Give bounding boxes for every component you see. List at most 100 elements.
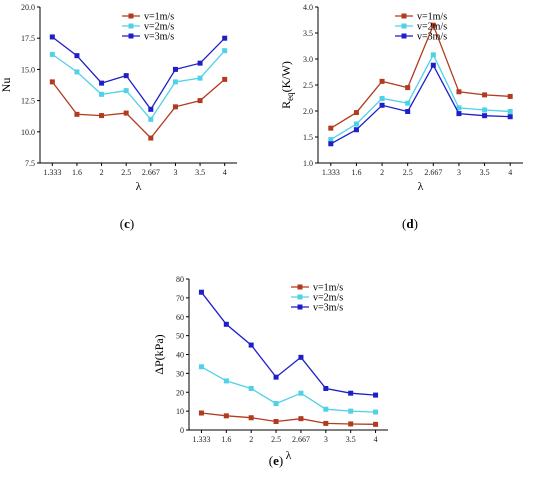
legend-entry: v=1m/s <box>417 12 447 23</box>
data-point <box>353 110 359 116</box>
x-tick-label: 4 <box>374 435 378 444</box>
data-point <box>172 104 178 110</box>
data-point <box>273 374 279 380</box>
y-tick-label: 15.0 <box>21 65 35 74</box>
data-point <box>74 69 80 75</box>
x-tick-label: 2.667 <box>142 168 160 177</box>
y-tick-label: 3.0 <box>303 55 313 64</box>
panel-label-close: ) <box>130 216 134 231</box>
data-point <box>379 96 385 102</box>
data-point <box>248 385 254 391</box>
x-tick-label: 1.6 <box>351 168 361 177</box>
y-tick-label: 12.5 <box>21 97 35 106</box>
legend-marker <box>128 33 134 39</box>
y-tick-label: 10 <box>176 407 184 416</box>
data-point <box>172 66 178 72</box>
x-tick-label: 3 <box>324 435 328 444</box>
data-point <box>323 385 329 391</box>
series-line <box>51 78 226 139</box>
chart-c: 7.5 10.0 12.5 15.0 17.5 20.0 1.333 1.6 2 2.5 2.667… <box>0 3 237 231</box>
data-point <box>74 53 80 59</box>
panel-label: (e) <box>269 453 283 468</box>
data-point <box>99 113 105 119</box>
y-axis-label-main: R <box>279 101 293 109</box>
x-tick-label: 3.5 <box>195 168 205 177</box>
y-axis-label: Nu <box>0 78 13 93</box>
data-point <box>197 75 203 81</box>
data-point <box>507 93 513 99</box>
data-point <box>197 98 203 104</box>
legend-entry: v=1m/s <box>313 283 343 294</box>
data-point <box>507 114 513 120</box>
data-point <box>430 52 436 58</box>
legend-entry: v=3m/s <box>313 303 343 314</box>
legend-marker <box>401 33 407 39</box>
data-point <box>99 80 105 86</box>
x-tick-label: 1.6 <box>221 435 231 444</box>
x-tick-label: 1.6 <box>72 168 82 177</box>
data-point <box>248 342 254 348</box>
y-tick-label: 10.0 <box>21 128 35 137</box>
series-line <box>201 412 376 425</box>
panel-label-close: ) <box>414 216 418 231</box>
data-point <box>328 141 334 147</box>
data-point <box>197 60 203 66</box>
y-tick-label: 40 <box>176 351 184 360</box>
series-line <box>330 23 511 129</box>
data-point <box>198 289 204 295</box>
y-tick-label: 80 <box>176 275 184 284</box>
y-axis-label: Req(K/W) <box>279 61 295 109</box>
y-axis-label: ΔP(kPa) <box>152 334 166 374</box>
x-tick-label: 1.333 <box>43 168 61 177</box>
data-point <box>328 125 334 131</box>
data-point <box>298 416 304 422</box>
x-tick-label: 2.5 <box>271 435 281 444</box>
y-tick-label: 1.5 <box>303 133 313 142</box>
y-tick-label: 7.5 <box>25 159 35 168</box>
x-axis-label: λ <box>418 179 424 193</box>
y-axis-label-sub: eq <box>285 92 295 101</box>
chart-d: 1.0 1.5 2.0 2.5 3.0 3.5 4.0 1.333 1.6 2 2.5 2.667 3 3… <box>279 3 523 231</box>
legend-entry: v=3m/s <box>417 32 447 43</box>
y-tick-label: 20.0 <box>21 3 35 12</box>
y-tick-label: 20 <box>176 388 184 397</box>
legend-marker <box>128 23 134 29</box>
data-point <box>323 420 329 426</box>
data-point <box>482 107 488 113</box>
legend-marker <box>297 304 303 310</box>
panel-label-open: ( <box>269 453 273 468</box>
panel-label-open: ( <box>120 216 124 231</box>
data-point <box>456 89 462 95</box>
y-tick-label: 50 <box>176 332 184 341</box>
data-point <box>172 79 178 85</box>
y-tick-label: 4.0 <box>303 3 313 12</box>
data-point <box>405 109 411 115</box>
legend-entry: v=2m/s <box>417 22 447 33</box>
y-tick-label: 0 <box>180 426 184 435</box>
data-point <box>348 408 354 414</box>
x-tick-label: 2 <box>380 168 384 177</box>
y-tick-label: 17.5 <box>21 34 35 43</box>
legend-marker <box>401 13 407 19</box>
data-point <box>323 406 329 412</box>
x-tick-label: 2.5 <box>403 168 413 177</box>
panel-label-open: ( <box>402 216 406 231</box>
data-point <box>123 110 129 116</box>
chart-e: 0 10 20 30 40 50 60 70 80 1.333 1.6 2 2.5 2.667 3 3.5 4 v… <box>152 275 388 468</box>
data-point <box>198 364 204 370</box>
data-point <box>74 111 80 117</box>
data-point <box>148 135 154 141</box>
data-point <box>430 22 436 28</box>
data-point <box>223 378 229 384</box>
y-tick-label: 1.0 <box>303 159 313 168</box>
x-tick-label: 1.333 <box>322 168 340 177</box>
x-axis-label: λ <box>286 448 292 462</box>
y-tick-label: 3.5 <box>303 29 313 38</box>
data-point <box>49 34 55 40</box>
data-point <box>248 415 254 421</box>
data-point <box>223 413 229 419</box>
data-point <box>222 48 228 54</box>
data-point <box>353 121 359 127</box>
legend-entry: v=2m/s <box>144 22 174 33</box>
y-tick-label: 2.5 <box>303 81 313 90</box>
